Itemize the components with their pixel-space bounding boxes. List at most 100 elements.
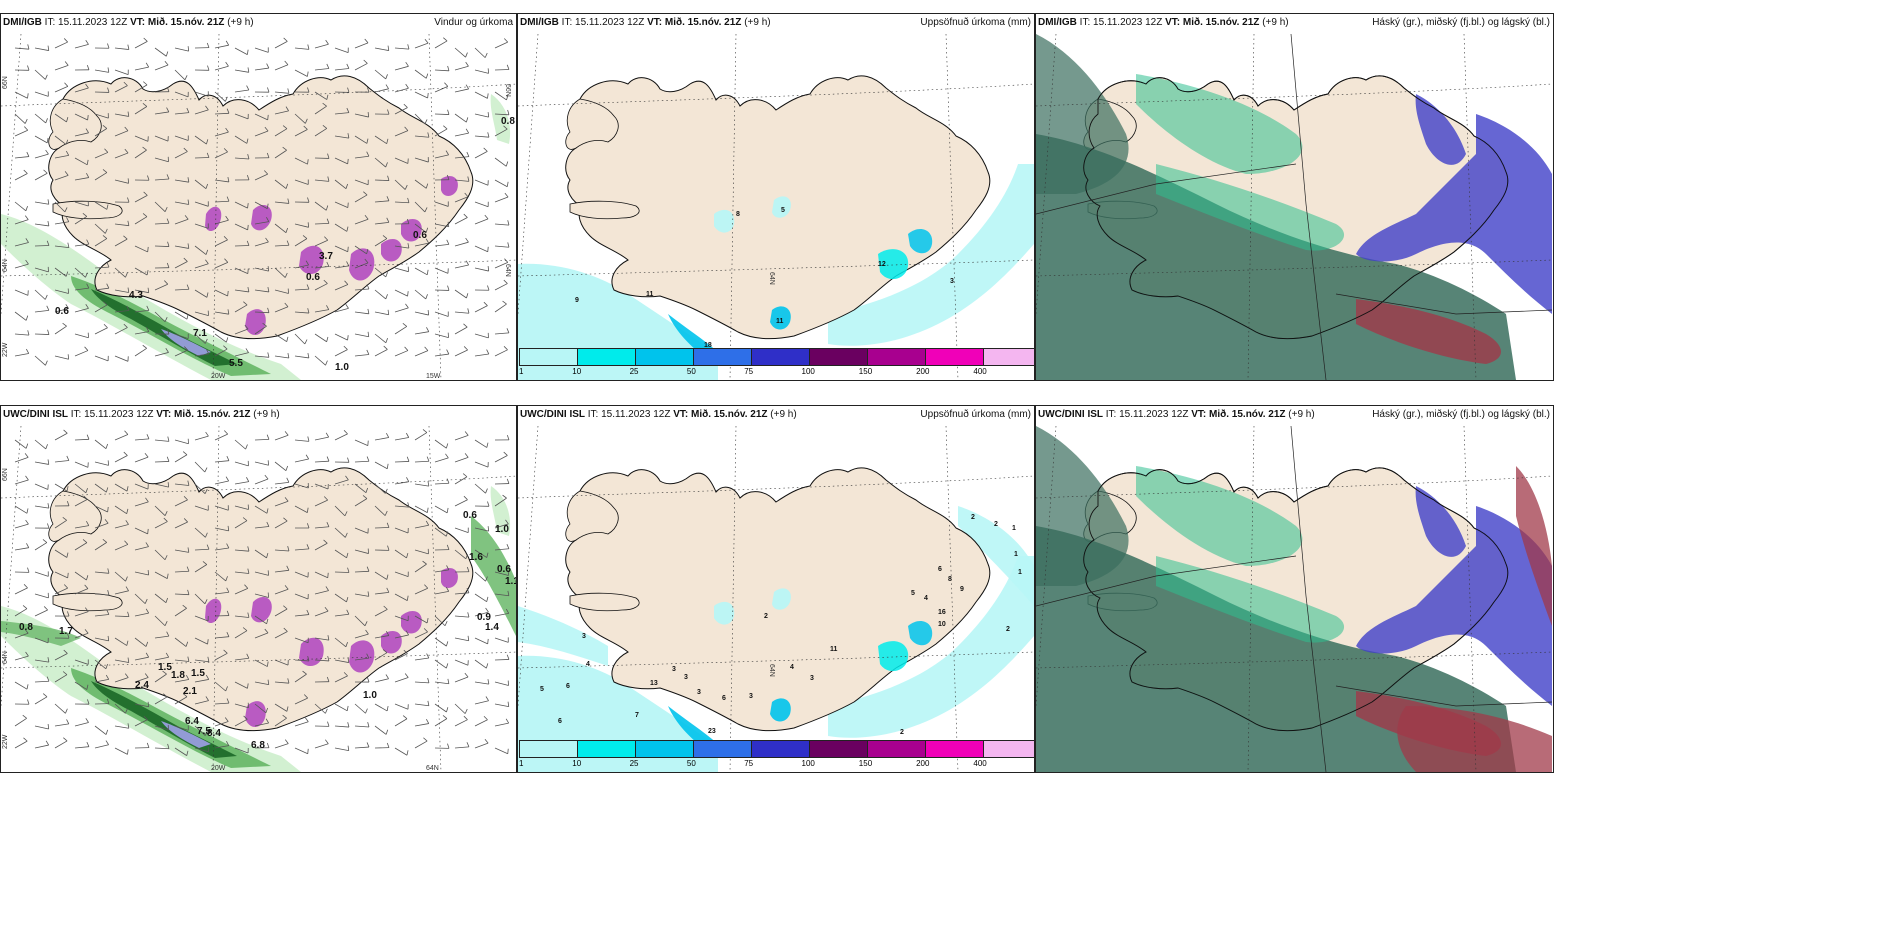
glacier-precip-4 [381,631,402,654]
model-name: UWC/DINI ISL [3,409,68,420]
legend-swatch [810,349,868,365]
it-value: 15.11.2023 12Z [1093,17,1163,28]
precip-core-sw [668,314,718,358]
snaefellsnes [52,200,123,220]
glacier-precip-0 [205,598,222,624]
graticule-label: 66N [2,76,9,89]
legend-swatch [984,349,1034,365]
precip-glacier-3 [770,306,791,330]
precip-band-light [1,606,301,772]
lead-time: (+9 h) [770,409,797,420]
glacier-precip-3 [349,248,375,281]
vt-value: Mið. 15.nóv. 21Z [147,17,225,28]
value-label: 8 [948,576,952,583]
graticule-label: 66N [2,468,9,481]
map-panel-uwc-precip: 345667913333623342113542211689101621264N… [517,405,1035,773]
precip-glacier-3 [770,698,791,722]
vt-value: Mið. 15.nóv. 21Z [174,409,251,420]
graticule [1036,425,1552,772]
wind-barbs [14,429,510,756]
lead-time: (+9 h) [1288,409,1315,420]
value-label: 4 [586,661,590,668]
value-label: 5 [781,207,785,214]
map-panel-dmi-precip: 9 11 18 5 8 3 12 11 64N DMI/IGB IT: 15.11.2023 1… [517,13,1035,381]
value-label: 1.4 [485,622,499,633]
coastline [1083,467,1509,732]
value-label: 7.1 [193,328,207,339]
precip-band-mid [71,668,271,768]
panel-title: Háský (gr.), miðský (fj.bl.) og lágský (… [1372,17,1550,28]
precip-glacier-5 [772,196,791,218]
legend-label: 100 [801,759,815,768]
precip-band-light [1,214,301,380]
model-name: DMI/IGB [1038,17,1077,28]
value-label: 1.0 [335,362,349,373]
glacier-precip-1 [251,597,272,623]
vt-label: VT: [156,409,172,420]
value-label: 1 [1012,525,1016,532]
value-label: 0.8 [19,622,33,633]
legend-label: 25 [629,759,639,768]
value-label: 1.6 [469,552,483,563]
graticule [1036,33,1552,380]
value-label: 0.9 [477,612,491,623]
panel-title: Uppsöfnuð úrkoma (mm) [920,409,1031,420]
value-label: 13 [650,680,658,687]
legend-label: 50 [686,759,696,768]
value-label: 4.3 [129,290,143,301]
vt-label: VT: [647,17,663,28]
low-cloud-red-east [1516,466,1552,626]
glacier-precip-6 [245,701,266,727]
legend-label: 150 [858,367,873,376]
value-label: 12 [878,261,886,268]
value-label: 8.4 [207,728,221,739]
legend-label: 75 [744,759,754,768]
precip-band-east [490,486,511,536]
value-label: 5 [540,686,544,693]
legend-swatch [752,741,810,757]
legend-label: 10 [572,367,582,376]
value-label: 2 [994,521,998,528]
legend-label: 1 [519,367,524,376]
legend-swatch [578,349,636,365]
value-label: 1.5 [191,668,205,679]
precip-legend [519,348,1034,366]
model-name: UWC/DINI ISL [1038,409,1103,420]
mid-cloud-central [1156,556,1345,643]
wind-barbs [14,37,510,366]
value-label: 2 [764,613,768,620]
value-label: 1.0 [495,524,509,535]
vt-label: VT: [673,409,689,420]
map-canvas: 0.8 0.6 0.6 4.3 7.1 5.5 1.0 3.7 0.6 66N 64N 22W 20W 1… [1,33,516,380]
value-label: 9 [960,586,964,593]
glacier-precip-6 [245,309,266,335]
precip-glacier-1 [878,641,909,672]
graticule-label: 64N [2,259,9,272]
mid-cloud-north [1136,74,1303,174]
precip-sea-west [518,606,608,666]
legend-swatch [868,349,926,365]
value-label: 4 [924,595,928,602]
panel-title: Uppsöfnuð úrkoma (mm) [920,17,1031,28]
it-value: 15.11.2023 12Z [84,409,154,420]
legend-label: 400 [973,759,987,768]
legend-swatch [868,741,926,757]
value-label: 2 [900,729,904,736]
it-label: IT: [1105,409,1117,420]
value-label: 9 [575,297,579,304]
map-panel-dmi-wind: 0.8 0.6 0.6 4.3 7.1 5.5 1.0 3.7 0.6 66N 64N 22W 20W 1… [0,13,517,381]
map-canvas [1036,14,1552,380]
precip-sea-south [828,556,1034,738]
precip-band-east [490,94,511,144]
map-panel-uwc-cloud: UWC/DINI ISL IT: 15.11.2023 12Z VT: Mið.… [1035,405,1554,773]
value-label: 23 [708,728,716,735]
precip-sea-east [958,506,1034,606]
glacier-precip-2 [299,245,324,275]
graticule [518,33,1034,380]
it-label: IT: [44,17,56,28]
glacier-precip-7 [441,568,458,588]
map-canvas [1036,406,1552,772]
value-label: 8 [736,211,740,218]
value-label: 0.6 [413,230,427,241]
precip-band-core [161,721,211,748]
